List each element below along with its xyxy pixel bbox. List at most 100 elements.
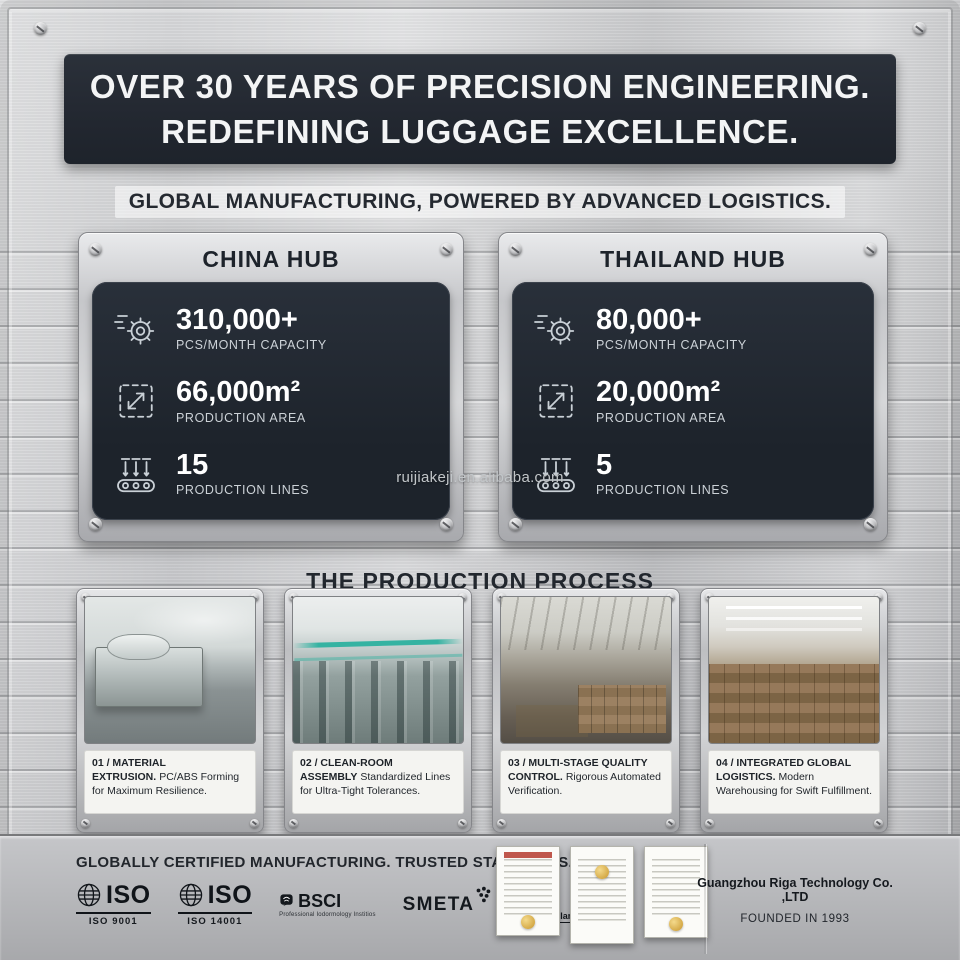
- screw-icon: [458, 818, 467, 828]
- speech-bubble-icon: [279, 893, 294, 908]
- process-photo-quality: [500, 596, 672, 744]
- bsci-logo: BSCI Professional Iodormology Institios: [279, 892, 376, 918]
- process-card-extrusion: 01 / MATERIAL EXTRUSION. PC/ABS Forming f…: [76, 588, 264, 833]
- stat-value: 66,000m²: [176, 376, 301, 409]
- expand-area-icon: [532, 377, 580, 425]
- process-photo-extrusion: [84, 596, 256, 744]
- screw-icon: [705, 818, 714, 828]
- thailand-hub-card: THAILAND HUB 80,000+ PCS/MONTH CAPACITY …: [498, 232, 888, 542]
- screw-icon: [913, 22, 926, 35]
- stat-label: PRODUCTION LINES: [176, 483, 310, 498]
- company-info: Guangzhou Riga Technology Co. ,LTD FOUND…: [692, 876, 898, 925]
- stat-label: PRODUCTION AREA: [176, 410, 306, 425]
- process-card-assembly: 02 / CLEAN-ROOM ASSEMBLY Standardized Lin…: [284, 588, 472, 833]
- stat-lines: 5 PRODUCTION LINES: [532, 448, 854, 498]
- stat-value: 80,000+: [596, 303, 702, 336]
- certificate-thumbnail: [496, 846, 560, 936]
- iso-standard-label: ISO 14001: [177, 912, 253, 927]
- stat-capacity: 310,000+ PCS/MONTH CAPACITY: [112, 304, 430, 352]
- iso-14001-logo: ISO ISO 14001: [177, 880, 253, 927]
- expand-area-icon: [112, 377, 160, 425]
- stat-value: 15: [176, 448, 209, 481]
- hub-title-thailand: THAILAND HUB: [600, 246, 786, 272]
- process-photo-assembly: [292, 596, 464, 744]
- hub-title-china: CHINA HUB: [202, 246, 340, 272]
- bsci-caption: Professional Iodormology Institios: [279, 911, 376, 918]
- iso-wordmark: ISO: [207, 880, 253, 909]
- certificate-text-lines: [652, 859, 700, 919]
- process-step-body: PC/ABS Forming for Maximum Resilience.: [92, 771, 240, 798]
- screw-icon: [89, 243, 102, 256]
- process-photo-logistics: [708, 596, 880, 744]
- smeta-logo: SMETA: [403, 894, 491, 916]
- screw-icon: [250, 818, 259, 828]
- stat-lines: 15 PRODUCTION LINES: [112, 448, 430, 498]
- footer-band: GLOBALLY CERTIFIED MANUFACTURING. TRUSTE…: [0, 834, 960, 960]
- gold-seal-icon: [595, 865, 609, 879]
- stat-label: PRODUCTION AREA: [596, 410, 726, 425]
- iso-wordmark: ISO: [106, 880, 151, 909]
- stat-label: PCS/MONTH CAPACITY: [596, 338, 747, 353]
- screw-icon: [440, 518, 453, 531]
- gear-icon: [112, 304, 160, 352]
- screw-icon: [89, 518, 102, 531]
- bsci-wordmark: BSCI: [298, 890, 342, 911]
- certificate-thumbnail: [644, 846, 708, 938]
- certificate-thumbnail: [570, 846, 634, 944]
- subtitle-row: GLOBAL MANUFACTURING, POWERED BY ADVANCE…: [0, 186, 960, 218]
- stat-capacity: 80,000+ PCS/MONTH CAPACITY: [532, 304, 854, 352]
- certificate-thumbnails: [496, 846, 708, 944]
- stat-area: 20,000m² PRODUCTION AREA: [532, 377, 854, 425]
- footer-divider: [704, 844, 706, 954]
- dot-cluster-icon: [474, 886, 492, 904]
- process-step-heading: 02 / CLEAN-ROOM ASSEMBLY: [300, 757, 393, 784]
- screw-icon: [874, 818, 883, 828]
- iso-standard-label: ISO 9001: [76, 912, 151, 927]
- screw-icon: [289, 818, 298, 828]
- process-card-quality: 03 / MULTI-STAGE QUALITY CONTROL. Rigorou…: [492, 588, 680, 833]
- gear-icon: [532, 304, 580, 352]
- stat-value: 310,000+: [176, 303, 298, 336]
- process-caption: 04 / INTEGRATED GLOBAL LOGISTICS. Modern …: [708, 750, 880, 814]
- screw-icon: [509, 518, 522, 531]
- screw-icon: [497, 818, 506, 828]
- screw-icon: [509, 243, 522, 256]
- subtitle: GLOBAL MANUFACTURING, POWERED BY ADVANCE…: [114, 186, 846, 218]
- globe-icon: [178, 882, 204, 908]
- china-stats-panel: 310,000+ PCS/MONTH CAPACITY 66,000m² PRO…: [92, 282, 450, 520]
- process-step-heading: 01 / MATERIAL EXTRUSION.: [92, 757, 166, 784]
- screw-icon: [34, 22, 47, 35]
- process-caption: 03 / MULTI-STAGE QUALITY CONTROL. Rigorou…: [500, 750, 672, 814]
- stat-value: 5: [596, 448, 613, 481]
- process-step-heading: 04 / INTEGRATED GLOBAL LOGISTICS.: [716, 757, 851, 784]
- main-title-line2: REDEFINING LUGGAGE EXCELLENCE.: [161, 113, 799, 150]
- gold-seal-icon: [521, 915, 535, 929]
- certification-logos: ISO ISO 9001 ISO ISO 14001 BSCI Professi…: [76, 882, 579, 927]
- screw-icon: [81, 818, 90, 828]
- process-caption: 01 / MATERIAL EXTRUSION. PC/ABS Forming f…: [84, 750, 256, 814]
- process-step-body: Modern Warehousing for Swift Fulfillment…: [716, 771, 872, 798]
- screw-icon: [864, 243, 877, 256]
- process-caption: 02 / CLEAN-ROOM ASSEMBLY Standardized Lin…: [292, 750, 464, 814]
- screw-icon: [440, 243, 453, 256]
- screw-icon: [864, 518, 877, 531]
- thailand-stats-panel: 80,000+ PCS/MONTH CAPACITY 20,000m² PROD…: [512, 282, 874, 520]
- certificate-text-lines: [504, 859, 552, 917]
- globe-icon: [76, 882, 102, 908]
- process-step-body: Rigorous Automated Verification.: [508, 771, 661, 798]
- company-founded: FOUNDED IN 1993: [740, 913, 850, 925]
- watermark-text: ruijiakeji.en.alibaba.com: [396, 469, 564, 486]
- stat-label: PCS/MONTH CAPACITY: [176, 338, 327, 353]
- process-card-logistics: 04 / INTEGRATED GLOBAL LOGISTICS. Modern …: [700, 588, 888, 833]
- process-step-heading: 03 / MULTI-STAGE QUALITY CONTROL.: [508, 757, 648, 784]
- iso-9001-logo: ISO ISO 9001: [76, 882, 151, 927]
- stat-label: PRODUCTION LINES: [596, 483, 730, 498]
- header-banner: OVER 30 YEARS OF PRECISION ENGINEERING. …: [64, 54, 896, 164]
- company-name: Guangzhou Riga Technology Co. ,LTD: [697, 876, 893, 904]
- stat-area: 66,000m² PRODUCTION AREA: [112, 377, 430, 425]
- process-step-body: Standardized Lines for Ultra-Tight Toler…: [300, 771, 451, 798]
- screw-icon: [666, 818, 675, 828]
- gold-seal-icon: [669, 917, 683, 931]
- china-hub-card: CHINA HUB 310,000+ PCS/MONTH CAPACITY 66…: [78, 232, 464, 542]
